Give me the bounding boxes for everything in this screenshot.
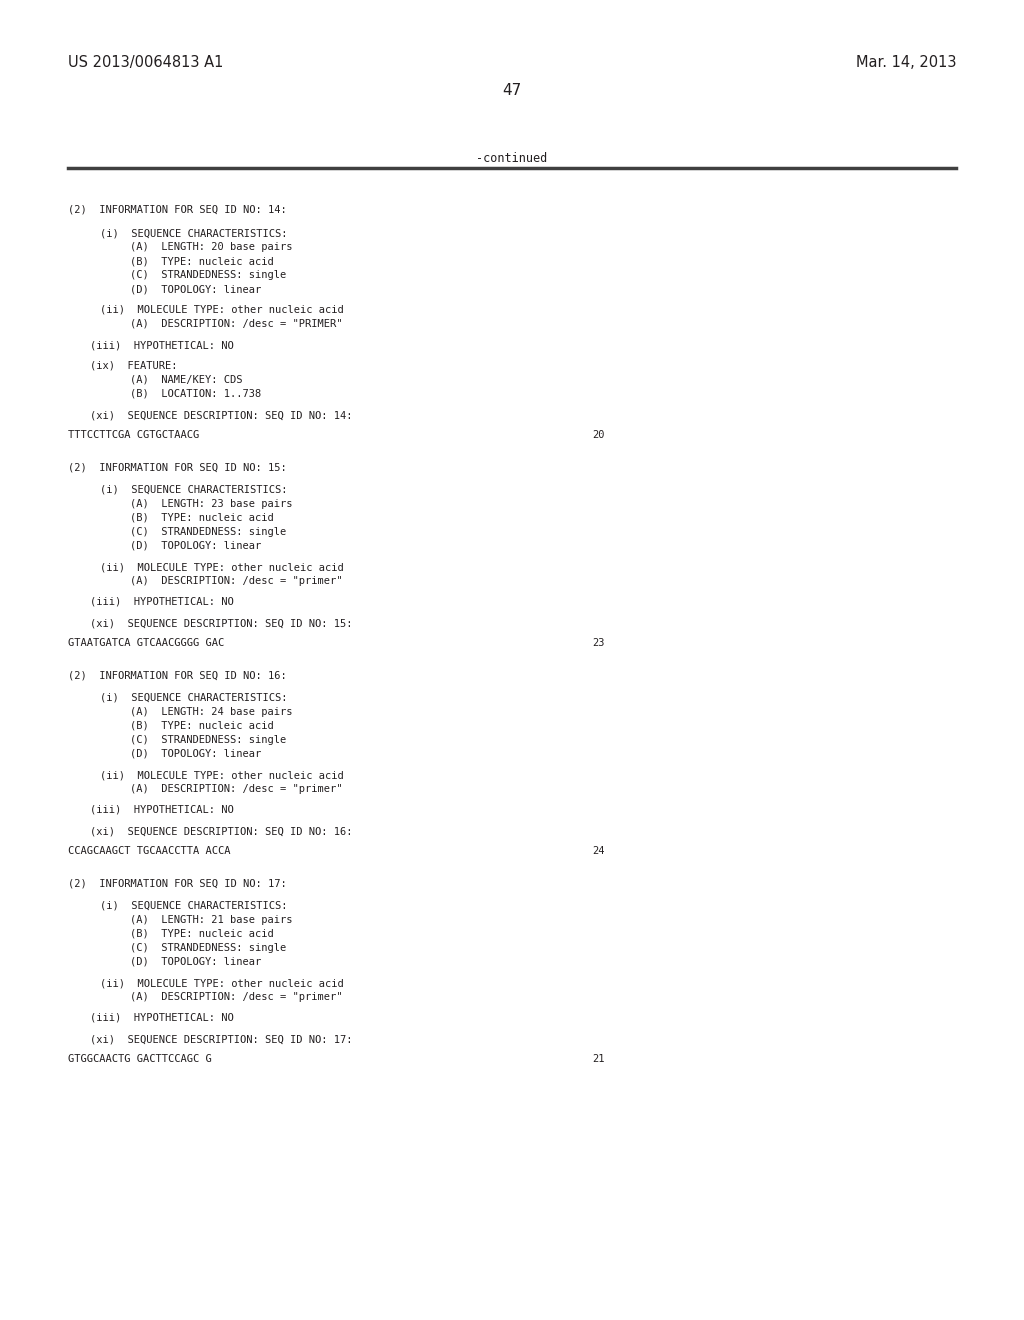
Text: (xi)  SEQUENCE DESCRIPTION: SEQ ID NO: 15:: (xi) SEQUENCE DESCRIPTION: SEQ ID NO: 15… bbox=[90, 618, 352, 628]
Text: US 2013/0064813 A1: US 2013/0064813 A1 bbox=[68, 55, 223, 70]
Text: 47: 47 bbox=[503, 83, 521, 98]
Text: (2)  INFORMATION FOR SEQ ID NO: 14:: (2) INFORMATION FOR SEQ ID NO: 14: bbox=[68, 205, 287, 215]
Text: (xi)  SEQUENCE DESCRIPTION: SEQ ID NO: 17:: (xi) SEQUENCE DESCRIPTION: SEQ ID NO: 17… bbox=[90, 1034, 352, 1044]
Text: (A)  DESCRIPTION: /desc = "primer": (A) DESCRIPTION: /desc = "primer" bbox=[130, 993, 342, 1002]
Text: GTGGCAACTG GACTTCCAGC G: GTGGCAACTG GACTTCCAGC G bbox=[68, 1053, 212, 1064]
Text: (ii)  MOLECULE TYPE: other nucleic acid: (ii) MOLECULE TYPE: other nucleic acid bbox=[100, 770, 344, 780]
Text: (2)  INFORMATION FOR SEQ ID NO: 15:: (2) INFORMATION FOR SEQ ID NO: 15: bbox=[68, 462, 287, 473]
Text: (2)  INFORMATION FOR SEQ ID NO: 17:: (2) INFORMATION FOR SEQ ID NO: 17: bbox=[68, 878, 287, 888]
Text: (A)  DESCRIPTION: /desc = "PRIMER": (A) DESCRIPTION: /desc = "PRIMER" bbox=[130, 319, 342, 329]
Text: (2)  INFORMATION FOR SEQ ID NO: 16:: (2) INFORMATION FOR SEQ ID NO: 16: bbox=[68, 671, 287, 680]
Text: (A)  LENGTH: 24 base pairs: (A) LENGTH: 24 base pairs bbox=[130, 708, 293, 717]
Text: (B)  TYPE: nucleic acid: (B) TYPE: nucleic acid bbox=[130, 721, 273, 731]
Text: (D)  TOPOLOGY: linear: (D) TOPOLOGY: linear bbox=[130, 284, 261, 294]
Text: (A)  LENGTH: 21 base pairs: (A) LENGTH: 21 base pairs bbox=[130, 915, 293, 925]
Text: (C)  STRANDEDNESS: single: (C) STRANDEDNESS: single bbox=[130, 271, 287, 280]
Text: (ii)  MOLECULE TYPE: other nucleic acid: (ii) MOLECULE TYPE: other nucleic acid bbox=[100, 978, 344, 987]
Text: (i)  SEQUENCE CHARACTERISTICS:: (i) SEQUENCE CHARACTERISTICS: bbox=[100, 228, 288, 238]
Text: (iii)  HYPOTHETICAL: NO: (iii) HYPOTHETICAL: NO bbox=[90, 1012, 233, 1023]
Text: 21: 21 bbox=[592, 1053, 604, 1064]
Text: GTAATGATCA GTCAACGGGG GAC: GTAATGATCA GTCAACGGGG GAC bbox=[68, 638, 224, 648]
Text: 23: 23 bbox=[592, 638, 604, 648]
Text: (i)  SEQUENCE CHARACTERISTICS:: (i) SEQUENCE CHARACTERISTICS: bbox=[100, 902, 288, 911]
Text: (iii)  HYPOTHETICAL: NO: (iii) HYPOTHETICAL: NO bbox=[90, 805, 233, 814]
Text: (i)  SEQUENCE CHARACTERISTICS:: (i) SEQUENCE CHARACTERISTICS: bbox=[100, 484, 288, 495]
Text: (C)  STRANDEDNESS: single: (C) STRANDEDNESS: single bbox=[130, 942, 287, 953]
Text: (xi)  SEQUENCE DESCRIPTION: SEQ ID NO: 14:: (xi) SEQUENCE DESCRIPTION: SEQ ID NO: 14… bbox=[90, 411, 352, 420]
Text: -continued: -continued bbox=[476, 152, 548, 165]
Text: (A)  DESCRIPTION: /desc = "primer": (A) DESCRIPTION: /desc = "primer" bbox=[130, 784, 342, 795]
Text: 20: 20 bbox=[592, 430, 604, 440]
Text: (A)  DESCRIPTION: /desc = "primer": (A) DESCRIPTION: /desc = "primer" bbox=[130, 576, 342, 586]
Text: (A)  NAME/KEY: CDS: (A) NAME/KEY: CDS bbox=[130, 375, 243, 385]
Text: (B)  TYPE: nucleic acid: (B) TYPE: nucleic acid bbox=[130, 256, 273, 267]
Text: (iii)  HYPOTHETICAL: NO: (iii) HYPOTHETICAL: NO bbox=[90, 341, 233, 350]
Text: (A)  LENGTH: 20 base pairs: (A) LENGTH: 20 base pairs bbox=[130, 242, 293, 252]
Text: (A)  LENGTH: 23 base pairs: (A) LENGTH: 23 base pairs bbox=[130, 499, 293, 510]
Text: (i)  SEQUENCE CHARACTERISTICS:: (i) SEQUENCE CHARACTERISTICS: bbox=[100, 693, 288, 704]
Text: (D)  TOPOLOGY: linear: (D) TOPOLOGY: linear bbox=[130, 748, 261, 759]
Text: Mar. 14, 2013: Mar. 14, 2013 bbox=[855, 55, 956, 70]
Text: (xi)  SEQUENCE DESCRIPTION: SEQ ID NO: 16:: (xi) SEQUENCE DESCRIPTION: SEQ ID NO: 16… bbox=[90, 826, 352, 836]
Text: (C)  STRANDEDNESS: single: (C) STRANDEDNESS: single bbox=[130, 527, 287, 537]
Text: (ii)  MOLECULE TYPE: other nucleic acid: (ii) MOLECULE TYPE: other nucleic acid bbox=[100, 305, 344, 315]
Text: (ix)  FEATURE:: (ix) FEATURE: bbox=[90, 360, 177, 371]
Text: (D)  TOPOLOGY: linear: (D) TOPOLOGY: linear bbox=[130, 957, 261, 968]
Text: (C)  STRANDEDNESS: single: (C) STRANDEDNESS: single bbox=[130, 735, 287, 744]
Text: (B)  TYPE: nucleic acid: (B) TYPE: nucleic acid bbox=[130, 929, 273, 939]
Text: (iii)  HYPOTHETICAL: NO: (iii) HYPOTHETICAL: NO bbox=[90, 597, 233, 607]
Text: (B)  TYPE: nucleic acid: (B) TYPE: nucleic acid bbox=[130, 513, 273, 523]
Text: (ii)  MOLECULE TYPE: other nucleic acid: (ii) MOLECULE TYPE: other nucleic acid bbox=[100, 562, 344, 572]
Text: 24: 24 bbox=[592, 846, 604, 855]
Text: CCAGCAAGCT TGCAACCTTA ACCA: CCAGCAAGCT TGCAACCTTA ACCA bbox=[68, 846, 230, 855]
Text: (D)  TOPOLOGY: linear: (D) TOPOLOGY: linear bbox=[130, 541, 261, 550]
Text: TTTCCTTCGA CGTGCTAACG: TTTCCTTCGA CGTGCTAACG bbox=[68, 430, 200, 440]
Text: (B)  LOCATION: 1..738: (B) LOCATION: 1..738 bbox=[130, 389, 261, 399]
